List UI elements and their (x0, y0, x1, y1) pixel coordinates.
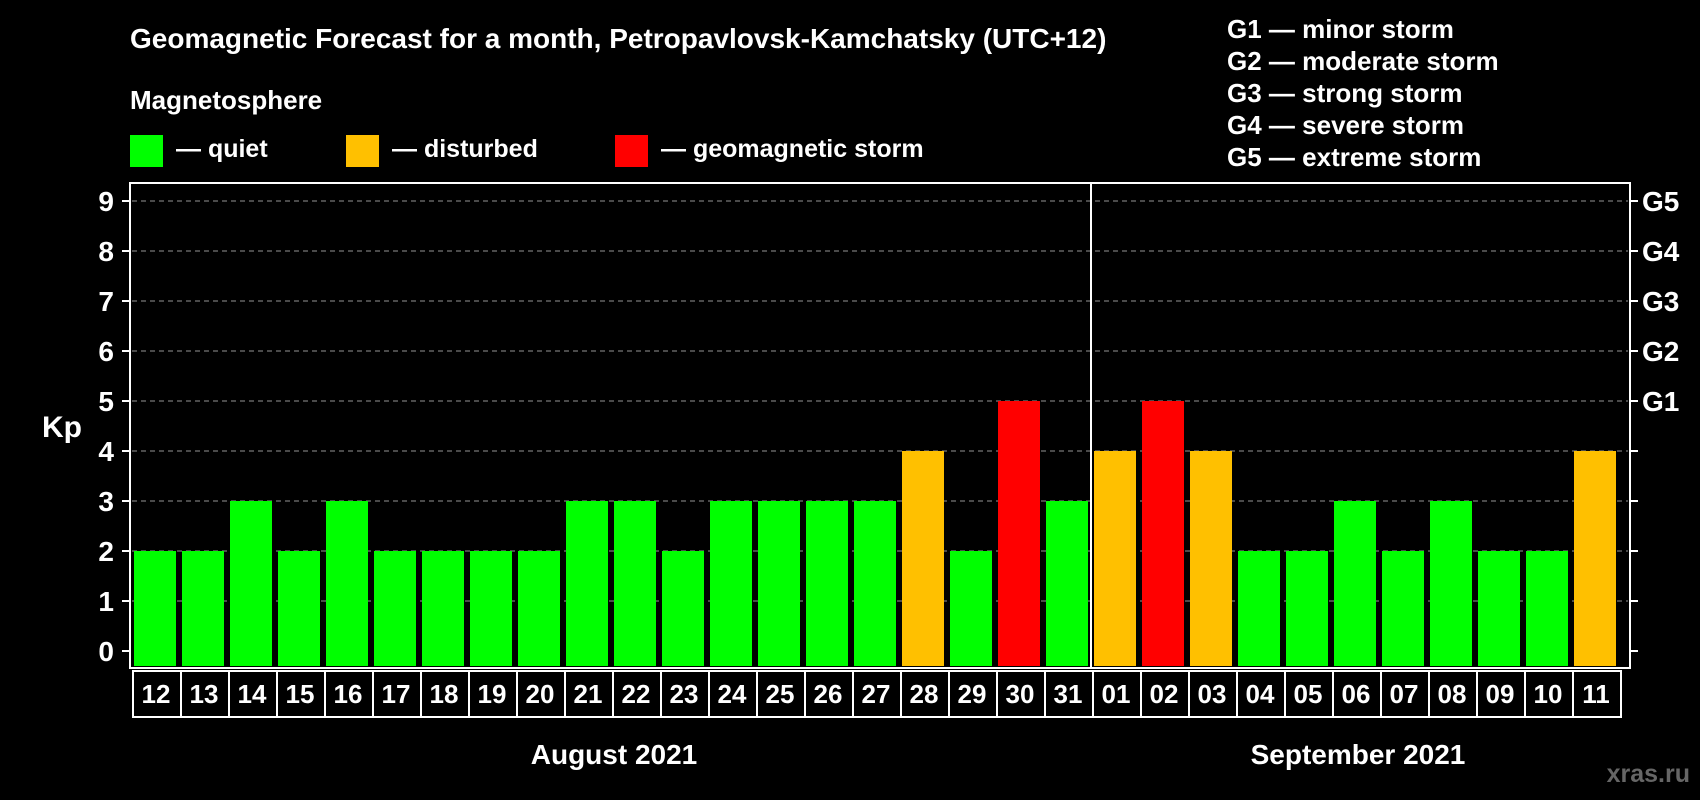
x-tick-label: 24 (718, 679, 747, 709)
bar (710, 501, 752, 666)
right-axis-label: G1 (1642, 386, 1679, 417)
y-tick-label: 8 (98, 236, 114, 267)
bar (1334, 501, 1376, 666)
bar (1382, 551, 1424, 666)
storm-scale-legend: G1 — minor storm G2 — moderate storm G3 … (1227, 14, 1499, 172)
y-tick-label: 4 (98, 436, 114, 467)
bar (326, 501, 368, 666)
bar (1574, 451, 1616, 666)
bar (854, 501, 896, 666)
x-tick-label: 14 (238, 679, 267, 709)
x-tick-label: 25 (766, 679, 795, 709)
y-tick-label: 1 (98, 586, 114, 617)
x-tick-label: 28 (910, 679, 939, 709)
legend-heading: Magnetosphere (130, 85, 322, 115)
x-tick-label: 03 (1198, 679, 1227, 709)
y-tick-label: 6 (98, 336, 114, 367)
month-label: August 2021 (531, 739, 698, 770)
bar (1286, 551, 1328, 666)
x-tick-label: 05 (1294, 679, 1323, 709)
x-tick-label: 26 (814, 679, 843, 709)
y-tick-label: 5 (98, 386, 114, 417)
bar (374, 551, 416, 666)
storm-scale-g4: G4 — severe storm (1227, 110, 1464, 140)
legend-swatch-storm (615, 135, 648, 167)
x-tick-label: 17 (382, 679, 411, 709)
x-tick-label: 19 (478, 679, 507, 709)
legend-label-disturbed: — disturbed (392, 135, 538, 163)
right-axis-label: G2 (1642, 336, 1679, 367)
right-axis-label: G4 (1642, 236, 1680, 267)
y-tick-label: 3 (98, 486, 114, 517)
x-tick-label: 20 (526, 679, 555, 709)
bar (902, 451, 944, 666)
y-tick-label: 7 (98, 286, 114, 317)
x-tick-label: 09 (1486, 679, 1515, 709)
bar (1238, 551, 1280, 666)
bar (566, 501, 608, 666)
x-tick-label: 02 (1150, 679, 1179, 709)
bar (758, 501, 800, 666)
watermark: xras.ru (1607, 760, 1690, 788)
x-tick-label: 29 (958, 679, 987, 709)
y-tick-label: 0 (98, 636, 114, 667)
x-tick-label: 08 (1438, 679, 1467, 709)
x-tick-label: 21 (574, 679, 603, 709)
bar (1430, 501, 1472, 666)
date-box-row (132, 670, 1622, 718)
right-axis-label: G3 (1642, 286, 1679, 317)
storm-scale-g2: G2 — moderate storm (1227, 46, 1499, 76)
month-label: September 2021 (1251, 739, 1466, 770)
x-tick-label: 16 (334, 679, 363, 709)
bar (950, 551, 992, 666)
bar (1478, 551, 1520, 666)
bar (1046, 501, 1088, 666)
x-tick-label: 04 (1246, 679, 1275, 709)
bar (806, 501, 848, 666)
x-tick-label: 23 (670, 679, 699, 709)
bar (134, 551, 176, 666)
bar (1142, 401, 1184, 666)
legend-swatch-quiet (130, 135, 163, 167)
x-tick-label: 07 (1390, 679, 1419, 709)
storm-scale-g5: G5 — extreme storm (1227, 142, 1481, 172)
bar (470, 551, 512, 666)
y-tick-label: 2 (98, 536, 114, 567)
x-tick-label: 31 (1054, 679, 1083, 709)
legend-swatch-disturbed (346, 135, 379, 167)
x-tick-label: 15 (286, 679, 315, 709)
bar (182, 551, 224, 666)
legend-label-quiet: — quiet (176, 135, 268, 163)
legend-label-storm: — geomagnetic storm (661, 135, 924, 163)
bar (998, 401, 1040, 666)
storm-scale-g1: G1 — minor storm (1227, 14, 1454, 44)
x-tick-label: 06 (1342, 679, 1371, 709)
bar (1526, 551, 1568, 666)
x-tick-label: 30 (1006, 679, 1035, 709)
bar (1190, 451, 1232, 666)
y-tick-label: 9 (98, 186, 114, 217)
x-tick-label: 01 (1102, 679, 1131, 709)
bar (422, 551, 464, 666)
x-tick-label: 10 (1534, 679, 1563, 709)
bar (662, 551, 704, 666)
right-axis-label: G5 (1642, 186, 1679, 217)
x-tick-label: 12 (142, 679, 171, 709)
x-tick-label: 11 (1582, 679, 1610, 709)
chart-title: Geomagnetic Forecast for a month, Petrop… (130, 23, 1106, 54)
bar (518, 551, 560, 666)
x-tick-label: 18 (430, 679, 459, 709)
bar (230, 501, 272, 666)
x-tick-label: 13 (190, 679, 219, 709)
bar (614, 501, 656, 666)
storm-scale-g3: G3 — strong storm (1227, 78, 1463, 108)
plot-frame (129, 182, 1631, 669)
y-axis-label: Kp (42, 411, 82, 444)
x-tick-label: 27 (862, 679, 891, 709)
bar (278, 551, 320, 666)
x-tick-label: 22 (622, 679, 651, 709)
bar (1094, 451, 1136, 666)
